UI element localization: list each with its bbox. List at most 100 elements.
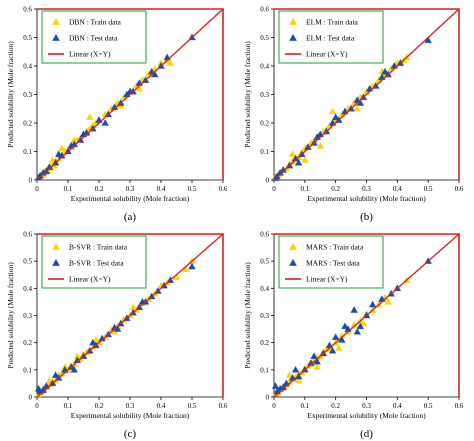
x-axis-label: Experimental solubility (Mole fraction) [71, 411, 190, 420]
train-data-point [359, 319, 368, 327]
x-tick-label: 0.4 [157, 402, 166, 410]
train-data-point [353, 104, 361, 112]
train-data-point [288, 150, 297, 158]
chart-panel-3: 0 0.1 0.2 0.3 0.4 0.5 0.6 0 0.1 0.2 0.3 0.4 0.5 0.6 Ex… [6, 231, 228, 441]
train-data-point [328, 107, 337, 115]
train-data-point [45, 376, 54, 384]
y-tick-label: 0.1 [23, 148, 32, 156]
test-data-point [101, 119, 109, 126]
x-tick-label: 0 [272, 402, 276, 410]
x-tick-label: 0.5 [188, 402, 197, 410]
test-data-point [310, 352, 318, 359]
legend-entry-label: B-SVR : Test data [69, 259, 124, 268]
x-tick-label: 0.4 [157, 185, 166, 193]
y-axis-label: Predicted solubility (Mole fraction) [6, 262, 15, 369]
x-tick-label: 0.2 [95, 402, 104, 410]
x-tick-label: 0.4 [393, 185, 402, 193]
train-data-point [86, 113, 94, 120]
x-tick-label: 0.2 [331, 185, 340, 193]
x-tick-label: 0 [272, 185, 276, 193]
test-data-point [381, 67, 389, 75]
chart-panel-1: 0 0.1 0.2 0.3 0.4 0.5 0.6 0 0.1 0.2 0.3 0.4 0.5 0.6 Ex… [6, 6, 228, 224]
test-data-point [163, 53, 171, 61]
x-tick-label: 0.5 [424, 402, 433, 410]
test-data-point [188, 262, 196, 270]
y-tick-label: 0.5 [23, 34, 32, 42]
y-tick-label: 0.2 [23, 339, 32, 347]
test-data-point [55, 150, 63, 158]
x-tick-label: 0.6 [219, 402, 228, 410]
x-axis-label: Experimental solubility (Mole fraction) [307, 411, 426, 420]
test-data-point [51, 371, 60, 378]
legend: DBN : Train data DBN : Test data Linear (X… [41, 10, 147, 64]
y-tick-label: 0.6 [260, 6, 269, 14]
legend-entry-label: Linear (X=Y) [306, 275, 348, 284]
legend-entry-label: Linear (X=Y) [306, 50, 348, 59]
legend: MARS : Train data MARS : Test data Linear … [278, 235, 384, 289]
test-data-point [271, 382, 280, 389]
y-tick-label: 0.3 [23, 91, 32, 99]
test-data-point [331, 113, 340, 120]
test-data-point [341, 322, 349, 330]
y-tick-label: 0.5 [260, 34, 269, 42]
plot-frame [37, 233, 224, 397]
x-tick-label: 0.2 [331, 402, 340, 410]
legend-train-swatch [289, 242, 297, 250]
y-tick-label: 0.3 [23, 312, 32, 320]
linear-xy-line [36, 8, 224, 181]
legend-box [278, 235, 384, 289]
panel-label: (a) [124, 211, 137, 223]
y-tick-label: 0.4 [23, 285, 32, 293]
legend-entry-label: DBN : Train data [69, 18, 122, 27]
x-axis-label: Experimental solubility (Mole fraction) [307, 194, 426, 203]
legend-train-swatch [289, 17, 297, 25]
y-tick-label: 0 [29, 177, 33, 185]
x-tick-label: 0.3 [126, 185, 135, 193]
legend-entry-label: MARS : Test data [306, 259, 360, 268]
x-tick-label: 0.2 [95, 185, 104, 193]
y-tick-label: 0.1 [23, 366, 32, 374]
train-data-point [285, 371, 294, 378]
train-data-point [316, 141, 324, 149]
y-tick-label: 0 [266, 177, 270, 185]
y-tick-label: 0.5 [260, 258, 269, 266]
test-data-point [368, 300, 377, 308]
plot-frame [274, 233, 460, 397]
train-data-point [294, 376, 303, 384]
test-data-point [328, 346, 337, 354]
legend-train-swatch [52, 242, 60, 250]
y-tick-label: 0.6 [23, 6, 32, 14]
legend-entry-label: Linear (X=Y) [69, 275, 111, 284]
y-tick-label: 0.4 [260, 285, 269, 293]
plot-frame [37, 8, 224, 180]
x-tick-label: 0.5 [188, 185, 197, 193]
test-data-point [89, 338, 97, 346]
y-tick-label: 0.3 [260, 91, 269, 99]
train-data-point [58, 144, 66, 152]
chart-panel-2: 0 0.1 0.2 0.3 0.4 0.5 0.6 0 0.1 0.2 0.3 0.4 0.5 0.6 Ex… [243, 6, 464, 224]
y-tick-label: 0.2 [260, 120, 269, 128]
x-tick-label: 0.6 [455, 402, 464, 410]
plot-frame [274, 8, 460, 180]
legend-entry-label: Linear (X=Y) [69, 50, 111, 59]
y-tick-label: 0.1 [260, 148, 269, 156]
x-tick-label: 0.5 [424, 185, 433, 193]
y-tick-label: 0.2 [23, 120, 32, 128]
legend-entry-label: MARS : Train data [306, 243, 364, 252]
y-tick-label: 0.2 [260, 339, 269, 347]
legend: B-SVR : Train data B-SVR : Test data Linea… [41, 235, 147, 289]
train-data-point [335, 344, 343, 351]
x-axis-label: Experimental solubility (Mole fraction) [71, 194, 190, 203]
y-tick-label: 0.3 [260, 312, 269, 320]
linear-xy-line [273, 8, 460, 181]
legend-entry-label: B-SVR : Train data [69, 243, 128, 252]
x-tick-label: 0.1 [300, 402, 309, 410]
test-data-point [350, 306, 358, 313]
legend-entry-label: ELM : Test data [306, 34, 355, 43]
legend-test-swatch [289, 258, 297, 266]
legend-test-swatch [52, 33, 60, 41]
x-tick-label: 0.1 [64, 402, 73, 410]
series-test [271, 257, 432, 395]
x-tick-label: 0 [35, 185, 39, 193]
